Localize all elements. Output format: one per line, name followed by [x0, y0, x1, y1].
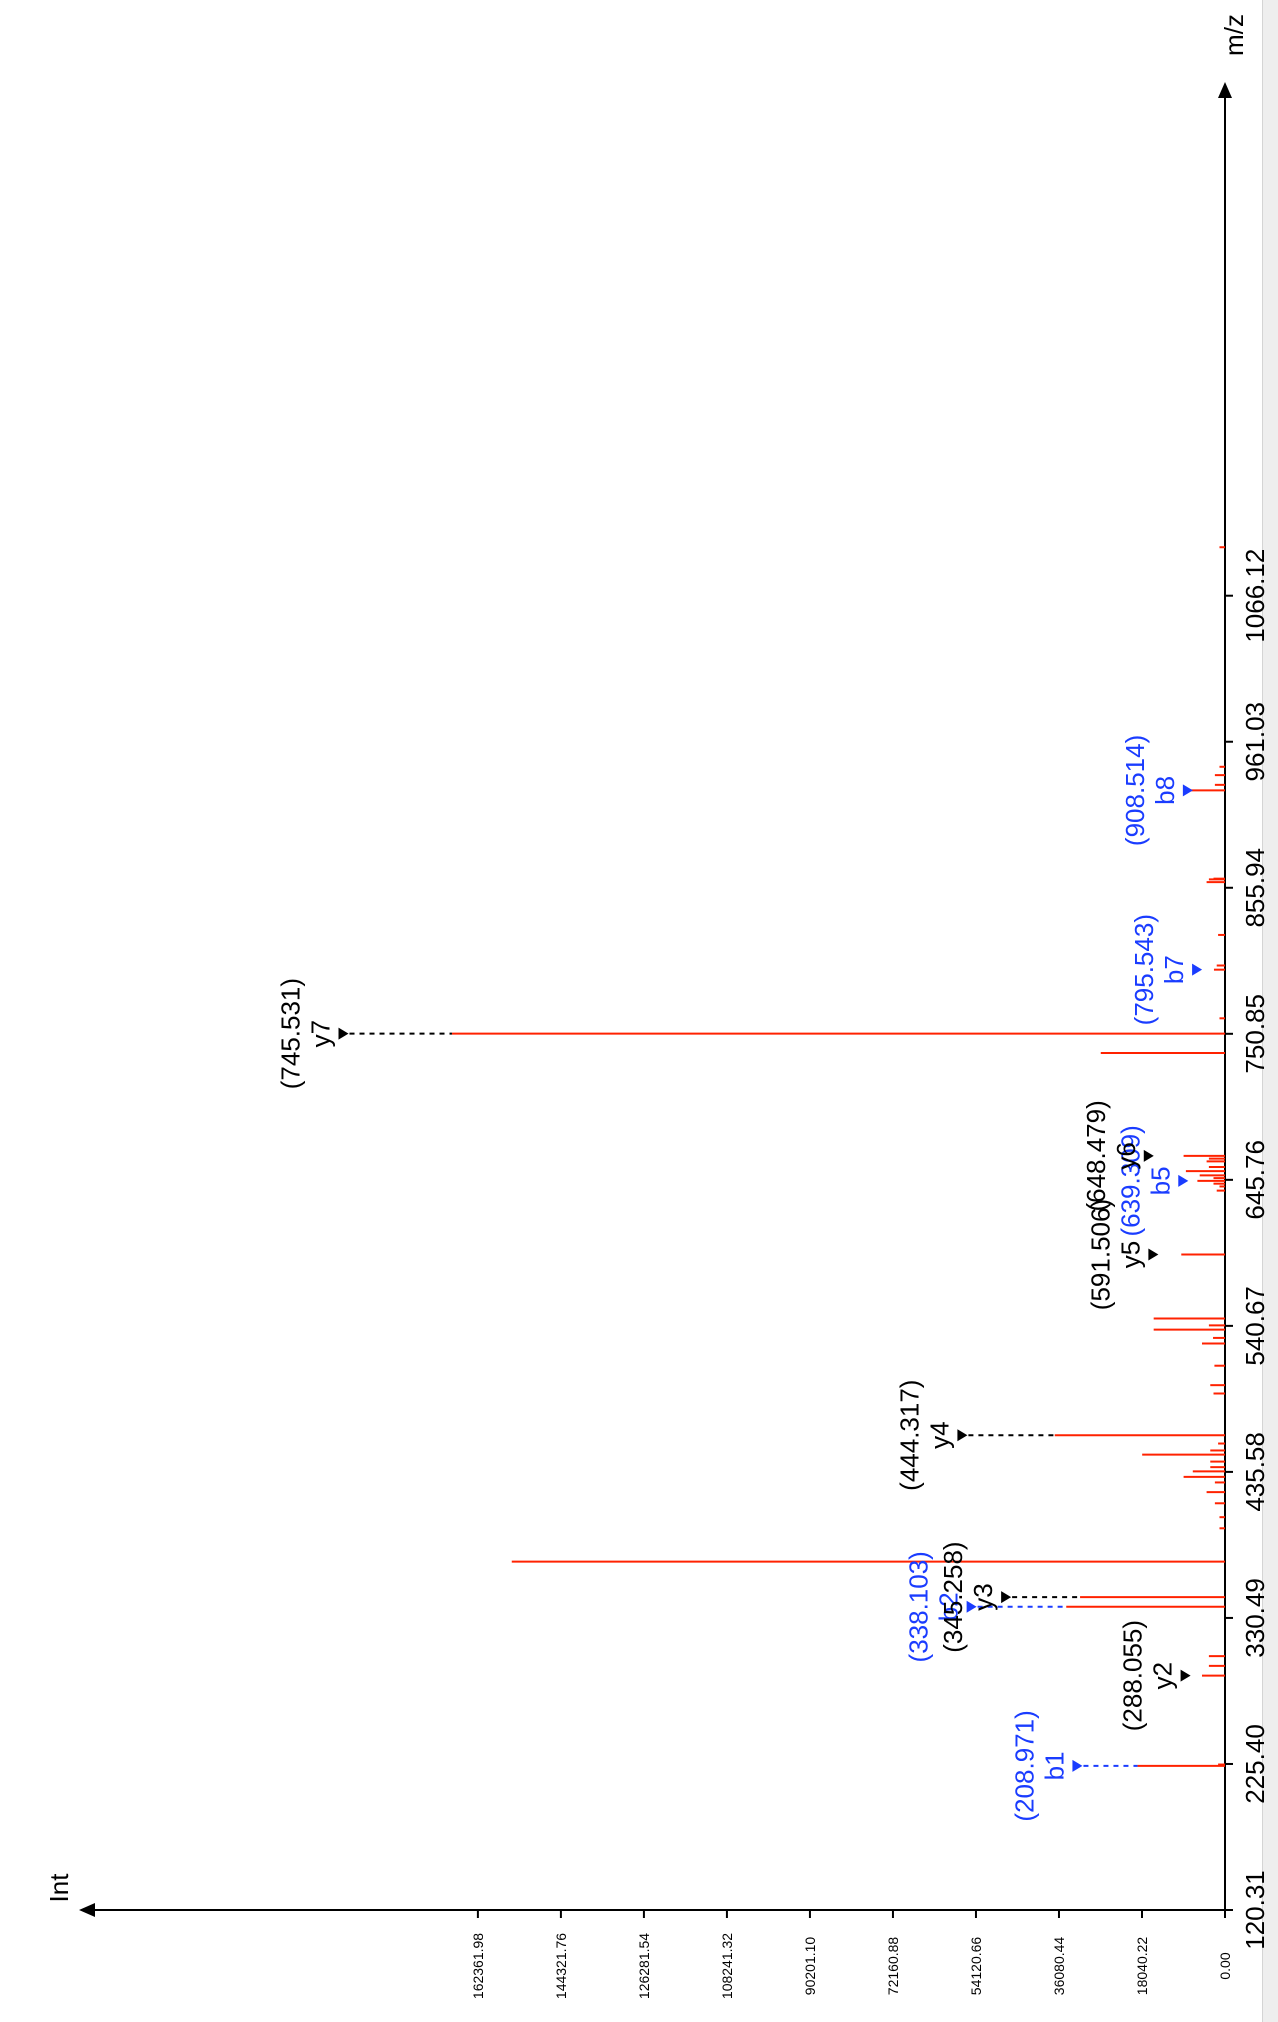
axes: m/z Int — [44, 14, 1249, 1917]
intensity-tick-label: 36080.44 — [1051, 1937, 1067, 1996]
ion-marker — [1178, 1174, 1189, 1187]
intensity-tick-label: 108241.32 — [719, 1933, 735, 1999]
ion-marker — [1143, 1149, 1154, 1162]
mz-tick-label: 645.76 — [1240, 1140, 1270, 1220]
intensity-tick-label: 72160.88 — [885, 1937, 901, 1996]
intensity-tick-label: 18040.22 — [1134, 1937, 1150, 1996]
ion-name-label: b8 — [1150, 776, 1180, 805]
ion-marker — [966, 1600, 977, 1613]
ion-mz-label: (639.309) — [1115, 1125, 1145, 1236]
ion-marker — [1180, 1669, 1191, 1682]
mz-tick-label: 225.40 — [1240, 1724, 1270, 1804]
ion-mz-label: (444.317) — [894, 1380, 924, 1491]
intensity-ticks: 0.00 18040.22 36080.44 54120.66 72160.88 9020… — [470, 1910, 1233, 1999]
ion-marker — [338, 1027, 349, 1040]
intensity-tick-label: 90201.10 — [802, 1937, 818, 1996]
peaks — [451, 546, 1225, 1767]
ion-name-label: y3 — [968, 1583, 998, 1610]
intensity-axis-arrow — [79, 1903, 95, 1917]
ion-marker — [1192, 963, 1203, 976]
ion-name-label: b1 — [1039, 1751, 1069, 1780]
intensity-tick-label: 126281.54 — [636, 1933, 652, 1999]
ion-annotations: b1(208.971) y2(288.055) b2(338.103) y3(345.… — [276, 735, 1203, 1822]
mz-tick-label: 750.85 — [1240, 994, 1270, 1074]
mz-axis-arrow — [1218, 82, 1232, 98]
ion-name-label: y5 — [1115, 1241, 1145, 1268]
ion-name-label: y6 — [1111, 1142, 1141, 1169]
mz-tick-label: 855.94 — [1240, 848, 1270, 928]
ion-mz-label: (338.103) — [904, 1551, 934, 1662]
mz-ticks: 120.31 225.40 330.49 435.58 540.67 645.76 750.… — [1225, 549, 1270, 1950]
scrollbar[interactable] — [1262, 0, 1278, 2022]
mz-tick-label: 961.03 — [1240, 702, 1270, 782]
ion-mz-label: (648.479) — [1081, 1100, 1111, 1211]
ion-marker — [957, 1429, 968, 1442]
ion-name-label: y2 — [1148, 1662, 1178, 1689]
x-axis-title: m/z — [1219, 14, 1249, 56]
ion-mz-label: (591.506) — [1085, 1199, 1115, 1310]
mz-tick-label: 1066.12 — [1240, 549, 1270, 643]
ion-mz-label: (345.258) — [938, 1541, 968, 1652]
y-axis-title: Int — [44, 1873, 74, 1903]
mz-tick-label: 435.58 — [1240, 1432, 1270, 1512]
intensity-tick-label: 162361.98 — [470, 1933, 486, 1999]
mz-tick-label: 330.49 — [1240, 1578, 1270, 1658]
ion-name-label: b7 — [1159, 955, 1189, 984]
ion-name-label: b2 — [934, 1592, 964, 1621]
intensity-tick-label: 0.00 — [1217, 1952, 1233, 1979]
ion-mz-label: (908.514) — [1120, 735, 1150, 846]
ion-name-label: y4 — [924, 1421, 954, 1448]
intensity-tick-label: 144321.76 — [553, 1933, 569, 1999]
ion-marker — [1001, 1591, 1012, 1604]
ion-name-label: y7 — [306, 1020, 336, 1047]
ion-mz-label: (288.055) — [1118, 1620, 1148, 1731]
ion-marker — [1182, 784, 1193, 797]
ion-marker — [1148, 1248, 1159, 1261]
intensity-tick-label: 54120.66 — [968, 1937, 984, 1996]
ion-name-label: b5 — [1145, 1166, 1175, 1195]
ion-marker — [1072, 1759, 1083, 1772]
ion-mz-label: (208.971) — [1009, 1710, 1039, 1821]
mz-tick-label: 120.31 — [1240, 1870, 1270, 1950]
mz-tick-label: 540.67 — [1240, 1286, 1270, 1366]
ion-mz-label: (795.543) — [1129, 914, 1159, 1025]
ion-mz-label: (745.531) — [276, 978, 306, 1089]
